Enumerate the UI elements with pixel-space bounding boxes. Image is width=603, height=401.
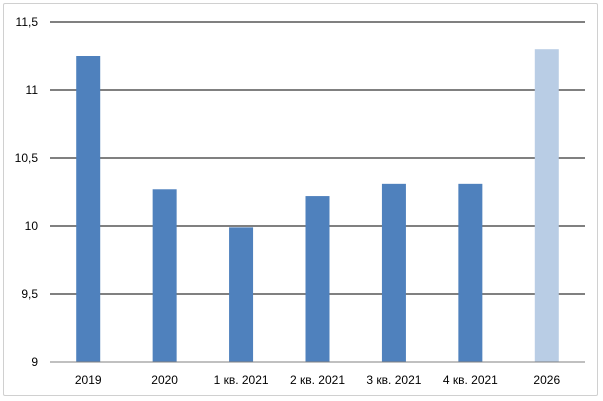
y-tick-label: 9 — [31, 355, 38, 369]
y-axis-tick-labels: 9 9,5 10 10,5 11 11,5 — [15, 15, 39, 369]
chart-frame — [3, 3, 598, 396]
x-tick-label: 2026 — [533, 373, 560, 387]
y-tick-label: 11,5 — [16, 15, 39, 29]
bar-1 — [76, 56, 101, 362]
x-tick-label: 2 кв. 2021 — [290, 373, 345, 387]
x-tick-label: 1 кв. 2021 — [214, 373, 269, 387]
y-tick-label: 10,5 — [15, 151, 39, 165]
bar-3 — [229, 227, 254, 362]
x-tick-label: 2020 — [151, 373, 178, 387]
bar-4 — [305, 196, 330, 362]
bar-5 — [381, 183, 406, 362]
x-tick-label: 3 кв. 2021 — [366, 373, 421, 387]
bar-6 — [458, 183, 483, 362]
x-axis-tick-labels: 2019 2020 1 кв. 2021 2 кв. 2021 3 кв. 2021 4 … — [75, 373, 561, 387]
y-tick-label: 11 — [26, 83, 39, 97]
bar-2 — [152, 189, 177, 362]
x-tick-label: 4 кв. 2021 — [443, 373, 498, 387]
y-tick-label: 10 — [25, 219, 39, 233]
bars — [76, 49, 559, 362]
x-tick-label: 2019 — [75, 373, 102, 387]
bar-7 — [534, 49, 559, 362]
y-tick-label: 9,5 — [21, 287, 38, 301]
